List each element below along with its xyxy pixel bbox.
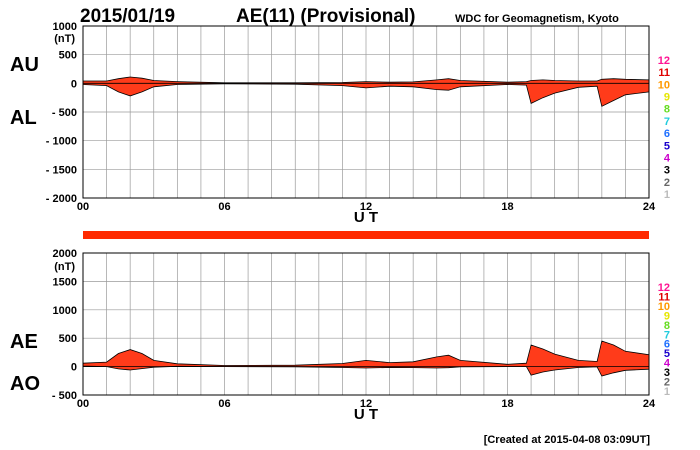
au-al-y-tick-label: 1000 xyxy=(53,21,77,33)
au-al-x-tick-label: 24 xyxy=(643,201,656,213)
au-al-x-tick-label: 12 xyxy=(360,201,372,213)
au-al-unit: (nT) xyxy=(54,33,75,45)
au-al-x-tick-label: 18 xyxy=(501,201,513,213)
station-count-label: 4 xyxy=(664,152,671,164)
ae-ao-y-tick-label: 500 xyxy=(59,333,77,345)
station-count-label: 12 xyxy=(658,55,670,67)
ae-ao-y-tick-label: 2000 xyxy=(53,248,77,260)
station-count-label: 12 xyxy=(658,282,670,294)
date-title: 2015/01/19 xyxy=(80,6,175,27)
station-count-label: 2 xyxy=(664,177,670,189)
ae-ao-y-tick-label: 1000 xyxy=(53,305,77,317)
au-al-x-tick-label: 00 xyxy=(77,201,89,213)
index-title: AE(11) (Provisional) xyxy=(236,6,416,27)
station-count-label: 3 xyxy=(664,165,670,177)
au-al-x-ticks: 00 06 12 18 24 xyxy=(77,201,656,213)
station-count-label: 10 xyxy=(658,301,670,313)
au-al-y-tick-label: - 2000 xyxy=(46,193,77,205)
au-al-grid xyxy=(83,26,649,198)
ae-ao-frame xyxy=(82,252,650,396)
ae-ao-y-tick-label: - 500 xyxy=(52,390,77,402)
au-al-y-tick-label: - 1000 xyxy=(46,136,77,148)
au-al-y-tick-label: 500 xyxy=(59,50,77,62)
station-count-label: 7 xyxy=(664,329,670,341)
station-count-label: 1 xyxy=(664,189,670,201)
au-al-x-tick-label: 06 xyxy=(218,201,230,213)
au-al-y-tick-label: - 500 xyxy=(52,107,77,119)
al-label: AL xyxy=(10,107,37,129)
station-count-label: 1 xyxy=(664,386,670,398)
au-label: AU xyxy=(10,54,39,76)
ae-ao-x-tick-label: 00 xyxy=(77,398,89,410)
ae-ao-x-ticks: 00 06 12 18 24 xyxy=(77,398,656,410)
source-label: WDC for Geomagnetism, Kyoto xyxy=(455,13,619,25)
station-count-label: 5 xyxy=(664,348,670,360)
au-al-y-tick-label: 0 xyxy=(71,78,77,90)
station-count-label: 10 xyxy=(658,79,670,91)
station-count-label: 6 xyxy=(664,339,670,351)
station-count-label: 8 xyxy=(664,104,670,116)
created-timestamp: [Created at 2015-04-08 03:09UT] xyxy=(484,434,651,446)
station-count-label: 5 xyxy=(664,140,670,152)
au-al-y-tick-label: - 1500 xyxy=(46,164,77,176)
au-al-y-ticks: 1000 500 0 - 500 - 1000 - 1500 - 2000 xyxy=(46,21,77,205)
ao-label: AO xyxy=(10,373,40,395)
separator-bar xyxy=(83,231,649,239)
ae-ao-y-tick-label: 0 xyxy=(71,362,77,374)
ae-ao-y-tick-label: 1500 xyxy=(53,276,77,288)
au-al-xlabel: U T xyxy=(354,209,378,226)
station-count-label: 2 xyxy=(664,377,670,389)
station-count-label: 8 xyxy=(664,320,670,332)
station-count-label: 4 xyxy=(664,358,671,370)
ae-ao-xlabel: U T xyxy=(354,406,378,423)
station-count-label: 3 xyxy=(664,367,670,379)
au-al-frame xyxy=(82,25,650,199)
ae-ao-x-tick-label: 24 xyxy=(643,398,656,410)
station-count-label: 9 xyxy=(664,310,670,322)
ae-ao-x-tick-label: 06 xyxy=(218,398,230,410)
ae-ao-x-tick-label: 12 xyxy=(360,398,372,410)
station-count-label: 6 xyxy=(664,128,670,140)
station-count-label: 9 xyxy=(664,92,670,104)
station-count-label: 7 xyxy=(664,116,670,128)
ae-ao-x-tick-label: 18 xyxy=(501,398,513,410)
station-count-label: 11 xyxy=(658,291,670,303)
ae-ao-unit: (nT) xyxy=(54,261,75,273)
ae-label: AE xyxy=(10,331,38,353)
station-count-label: 11 xyxy=(658,67,670,79)
ae-ao-grid xyxy=(83,253,649,395)
ae-ao-y-ticks: 2000 1500 1000 500 0 - 500 xyxy=(52,248,77,402)
